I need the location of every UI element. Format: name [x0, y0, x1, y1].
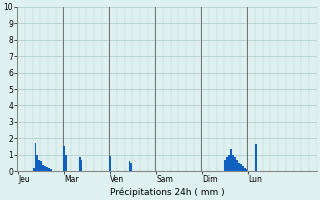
Bar	[48, 168, 50, 171]
Bar	[240, 164, 242, 171]
Bar	[35, 143, 36, 171]
Bar	[230, 149, 232, 171]
Bar	[63, 146, 65, 171]
Bar	[242, 166, 244, 171]
X-axis label: Précipitations 24h ( mm ): Précipitations 24h ( mm )	[109, 187, 224, 197]
Bar	[244, 168, 245, 171]
Bar	[46, 167, 48, 171]
Bar	[232, 155, 234, 171]
Bar	[65, 155, 67, 171]
Bar	[228, 155, 230, 171]
Bar	[245, 169, 247, 171]
Bar	[129, 161, 131, 171]
Bar	[234, 157, 236, 171]
Bar	[33, 168, 35, 171]
Bar	[109, 156, 111, 171]
Bar	[224, 160, 226, 171]
Bar	[131, 163, 132, 171]
Bar	[50, 169, 52, 171]
Bar	[79, 157, 81, 171]
Bar	[44, 166, 46, 171]
Bar	[42, 165, 44, 171]
Bar	[238, 163, 240, 171]
Bar	[236, 160, 238, 171]
Bar	[40, 161, 42, 171]
Bar	[36, 155, 38, 171]
Bar	[38, 160, 40, 171]
Bar	[81, 160, 83, 171]
Bar	[255, 144, 257, 171]
Bar	[226, 157, 228, 171]
